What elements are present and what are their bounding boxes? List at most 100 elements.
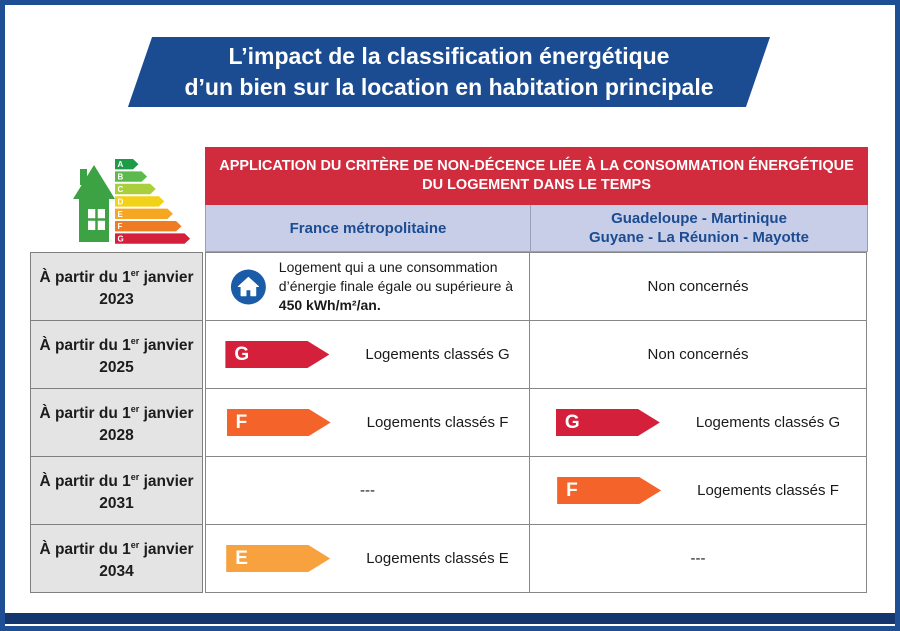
date-cell: À partir du 1er janvier 2031: [30, 456, 203, 525]
cell-overseas: Non concernés: [529, 320, 867, 389]
cell-metropolitan: F Logements classés F: [205, 388, 530, 457]
date-prefix: À partir du 1: [39, 473, 131, 491]
cell-metropolitan: ---: [205, 456, 530, 525]
status-text: ---: [360, 482, 375, 499]
energy-class-letter: F: [566, 479, 578, 501]
title-banner: L’impact de la classification énergétiqu…: [127, 37, 771, 107]
date-year: 2028: [99, 426, 134, 444]
date-year: 2031: [99, 494, 134, 512]
date-line: À partir du 1er janvier: [39, 399, 193, 424]
timeline-table: À partir du 1er janvier 2023 Logement qui …: [30, 252, 870, 593]
table-row: À partir du 1er janvier 2025 G Logements cl…: [30, 320, 870, 389]
energy-class-letter: G: [234, 343, 250, 365]
column-headers: France métropolitaine Guadeloupe - Marti…: [205, 205, 868, 252]
page-title: L’impact de la classification énergétiqu…: [140, 37, 758, 107]
cell-content-overseas: F Logements classés F: [530, 477, 866, 504]
date-suffix: janvier: [139, 473, 194, 491]
table-row: À partir du 1er janvier 2023 Logement qui …: [30, 252, 870, 321]
energy-scale-arrow-E: [115, 208, 173, 219]
arrow-label: Logements classés G: [365, 346, 510, 363]
table-header-line1: APPLICATION DU CRITÈRE DE NON-DÉCENCE LI…: [219, 158, 854, 174]
cell-content-overseas: Non concernés: [530, 278, 866, 295]
cell-content-metropolitan: G Logements classés G: [206, 341, 529, 368]
svg-text:F: F: [118, 222, 123, 231]
date-suffix: janvier: [139, 337, 194, 355]
cell-overseas: F Logements classés F: [529, 456, 867, 525]
energy-class-arrow-G: G: [555, 409, 660, 436]
arrow-label: Logements classés E: [366, 550, 509, 567]
cell-content-overseas: G Logements classés G: [530, 409, 866, 436]
energy-class-arrow-E: E: [226, 545, 331, 572]
date-superscript: er: [130, 472, 140, 483]
arrow-label: Logements classés G: [695, 414, 841, 431]
date-year: 2025: [99, 358, 134, 376]
energy-class-letter: E: [235, 547, 248, 569]
svg-text:G: G: [118, 235, 124, 244]
date-line: À partir du 1er janvier: [39, 467, 193, 492]
svg-text:B: B: [118, 173, 124, 182]
energy-scale-arrow-D: [115, 196, 165, 207]
page-title-line1: L’impact de la classification énergétiqu…: [228, 43, 670, 69]
energy-class-arrow-G: G: [225, 341, 330, 368]
energy-threshold-text: Logement qui a une consommation d’énergi…: [279, 258, 529, 315]
energy-scale-arrow-B: [115, 171, 148, 182]
house-in-circle-icon: [230, 269, 266, 304]
column-header-metropolitan: France métropolitaine: [205, 205, 530, 252]
date-prefix: À partir du 1: [39, 337, 131, 355]
date-superscript: er: [130, 336, 140, 347]
cell-overseas: Non concernés: [529, 252, 867, 321]
energy-scale-arrow-G: [115, 233, 191, 244]
date-year: 2034: [99, 562, 134, 580]
status-text: ---: [690, 550, 706, 567]
cell-metropolitan: Logement qui a une consommation d’énergi…: [205, 252, 530, 321]
cell-content-metropolitan: F Logements classés F: [206, 409, 529, 436]
energy-scale-arrow-F: [115, 221, 182, 232]
cell-content-metropolitan: ---: [206, 482, 529, 499]
date-prefix: À partir du 1: [39, 269, 131, 287]
date-prefix: À partir du 1: [39, 405, 131, 423]
svg-text:D: D: [118, 197, 124, 206]
page-title-line2: d’un bien sur la location en habitation …: [184, 74, 714, 100]
date-superscript: er: [130, 540, 140, 551]
cell-metropolitan: E Logements classés E: [205, 524, 530, 593]
cell-content-overseas: Non concernés: [530, 346, 866, 363]
cell-overseas: G Logements classés G: [529, 388, 867, 457]
energy-scale-arrow-A: [115, 159, 139, 170]
arrow-label: Logements classés F: [366, 414, 509, 431]
date-superscript: er: [130, 268, 140, 279]
energy-class-letter: F: [235, 411, 248, 433]
cell-overseas: ---: [529, 524, 867, 593]
date-suffix: janvier: [139, 405, 194, 423]
date-cell: À partir du 1er janvier 2034: [30, 524, 203, 593]
bottom-accent-bar: [5, 613, 895, 624]
date-cell: À partir du 1er janvier 2023: [30, 252, 203, 321]
table-row: À partir du 1er janvier 2034 E Logements cl…: [30, 524, 870, 593]
arrow-label: Logements classés F: [697, 482, 839, 499]
cell-content-overseas: ---: [530, 550, 866, 567]
date-prefix: À partir du 1: [39, 541, 131, 559]
cell-metropolitan: G Logements classés G: [205, 320, 530, 389]
energy-class-arrow-F: F: [557, 477, 662, 504]
date-line: À partir du 1er janvier: [39, 331, 193, 356]
date-superscript: er: [130, 404, 140, 415]
table-header-line2: DU LOGEMENT DANS LE TEMPS: [422, 177, 651, 193]
date-suffix: janvier: [139, 541, 194, 559]
cell-content-metropolitan: Logement qui a une consommation d’énergi…: [206, 258, 529, 315]
table-header-red: APPLICATION DU CRITÈRE DE NON-DÉCENCE LI…: [205, 147, 868, 205]
energy-class-arrow-F: F: [226, 409, 331, 436]
date-cell: À partir du 1er janvier 2028: [30, 388, 203, 457]
threshold-text-normal: Logement qui a une consommation d’énergi…: [278, 259, 514, 294]
status-text: Non concernés: [647, 346, 749, 363]
svg-text:C: C: [118, 185, 124, 194]
date-cell: À partir du 1er janvier 2025: [30, 320, 203, 389]
svg-text:A: A: [118, 160, 124, 169]
date-year: 2023: [99, 290, 134, 308]
threshold-text-bold: 450 kWh/m²/an.: [278, 297, 381, 313]
table-row: À partir du 1er janvier 2028 F Logements cl…: [30, 388, 870, 457]
cell-content-metropolitan: E Logements classés E: [206, 545, 529, 572]
date-line: À partir du 1er janvier: [39, 263, 193, 288]
energy-scale-arrow-C: [115, 183, 156, 195]
date-suffix: janvier: [139, 269, 194, 287]
